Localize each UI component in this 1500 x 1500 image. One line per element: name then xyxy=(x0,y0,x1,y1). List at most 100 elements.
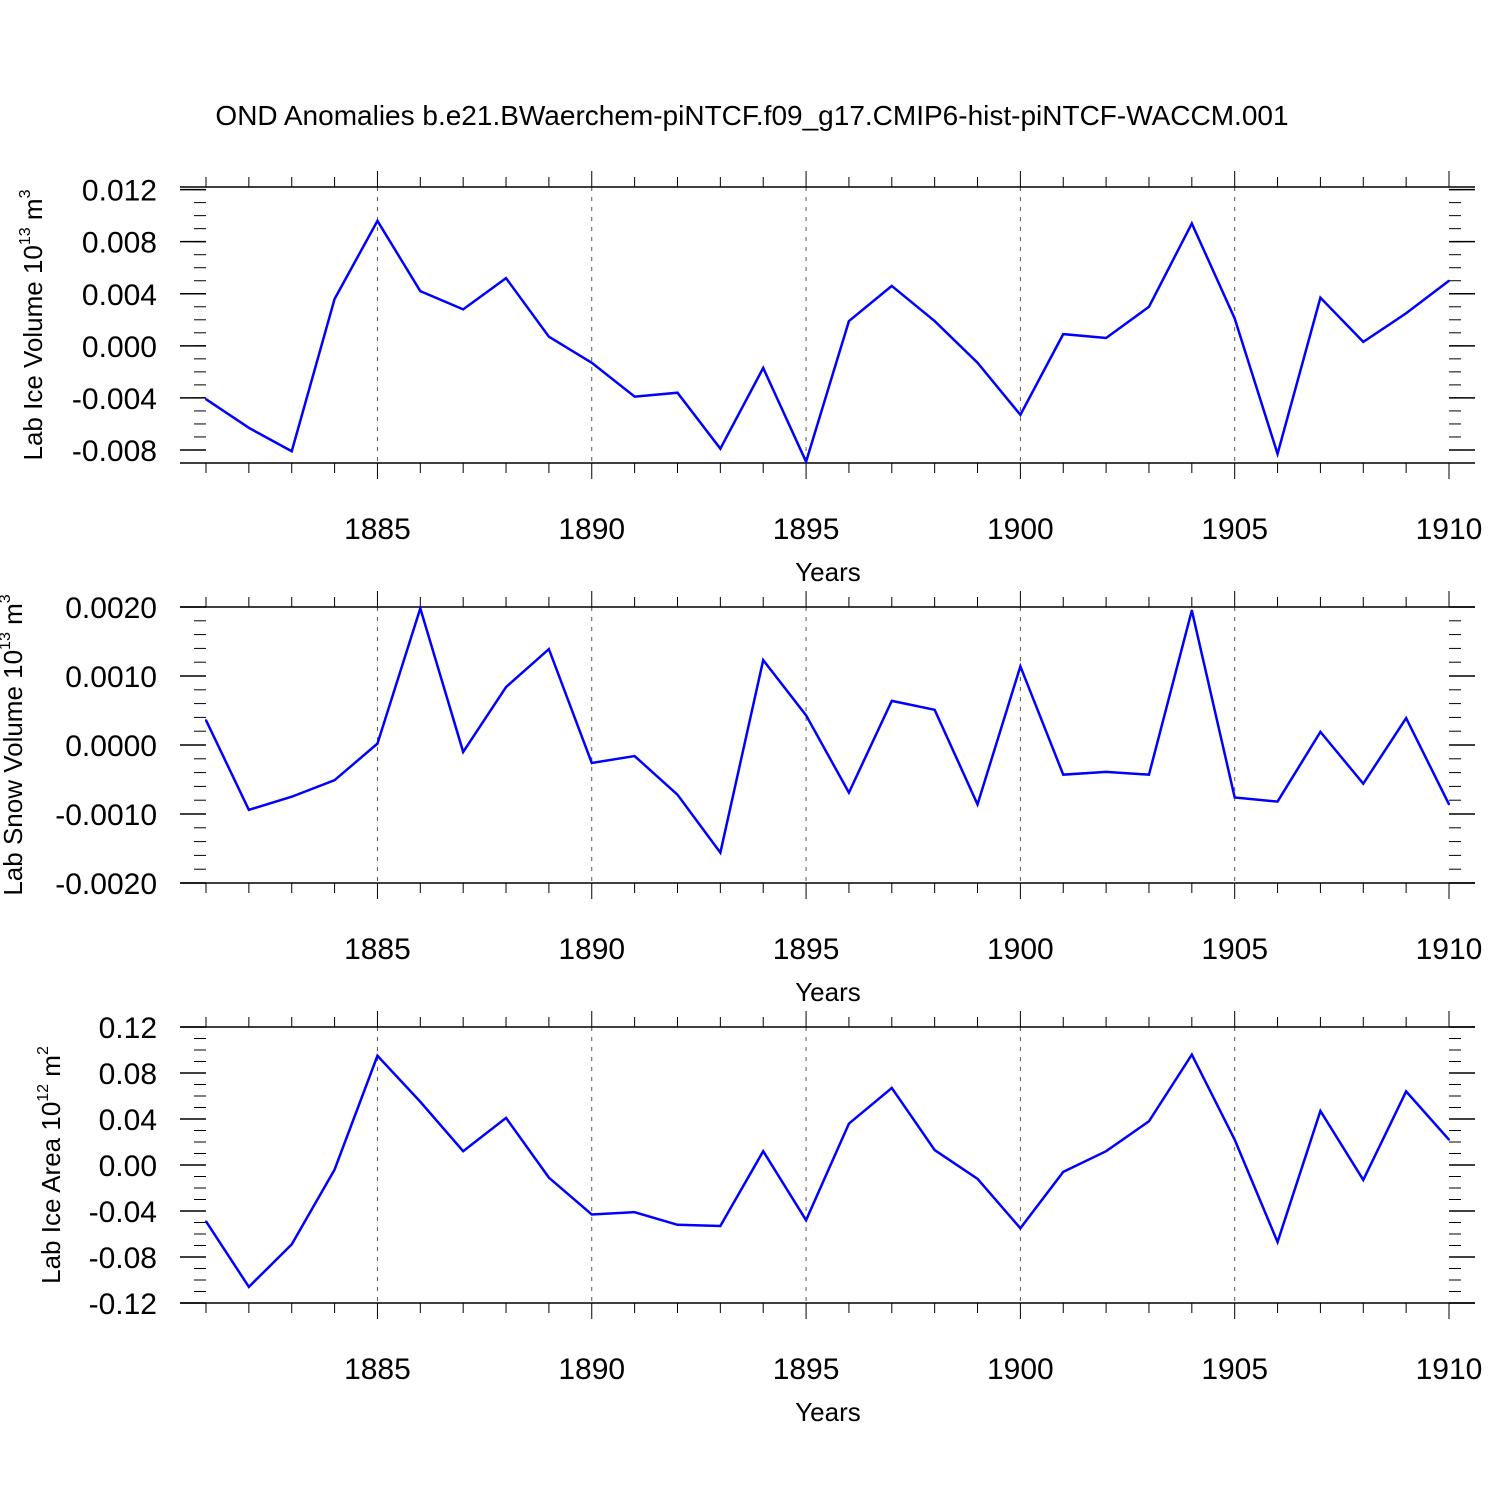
data-point xyxy=(1276,800,1279,803)
series-line xyxy=(205,218,1450,466)
data-point xyxy=(376,1054,379,1057)
y-axis-label-text: m xyxy=(18,198,48,227)
y-tick-label: 0.0020 xyxy=(65,592,157,625)
data-point xyxy=(1147,1120,1150,1123)
y-axis-label-text: Lab Snow Volume 10 xyxy=(0,650,28,896)
data-point xyxy=(462,308,465,311)
data-point xyxy=(633,1211,636,1214)
x-tick-label: 1910 xyxy=(1416,513,1483,546)
data-point xyxy=(1105,1150,1108,1153)
y-tick-label: -0.08 xyxy=(89,1242,157,1275)
data-point xyxy=(590,1213,593,1216)
data-point xyxy=(290,795,293,798)
data-point xyxy=(762,659,765,662)
data-point xyxy=(1362,340,1365,343)
y-axis-label: Lab Snow Volume 1013 m3 xyxy=(0,594,28,895)
y-tick-label: 0.008 xyxy=(82,227,157,260)
data-point xyxy=(933,1149,936,1152)
data-point xyxy=(890,284,893,287)
data-point xyxy=(805,1219,808,1222)
y-axis-label: Lab Ice Area 1012 m2 xyxy=(35,1046,66,1284)
y-tick-label: -0.04 xyxy=(89,1196,157,1229)
data-point xyxy=(676,1223,679,1226)
y-axis-label-superscript: 3 xyxy=(17,189,34,198)
y-tick-label: -0.008 xyxy=(72,435,157,468)
data-point xyxy=(419,290,422,293)
data-point xyxy=(590,361,593,364)
y-axis-label-text: Lab Ice Area 10 xyxy=(36,1102,66,1284)
data-point xyxy=(376,219,379,222)
panel-snow-volume: 1885 1890 1895 1900 1905 1910 Years 0.0020 0.001… xyxy=(0,591,1482,1007)
data-point xyxy=(290,450,293,453)
data-point xyxy=(1019,665,1022,668)
data-point xyxy=(805,460,808,463)
data-point xyxy=(1233,1138,1236,1141)
data-point xyxy=(462,1150,465,1153)
data-point xyxy=(1319,730,1322,733)
y-axis-label-superscript: 12 xyxy=(35,1084,52,1102)
panel-ice-area: 1885 1890 1895 1900 1905 1910 Years 0.12 0.08 0.0… xyxy=(35,1011,1482,1427)
data-point xyxy=(1105,770,1108,773)
data-point xyxy=(376,742,379,745)
data-point xyxy=(1062,773,1065,776)
data-point xyxy=(1190,609,1193,612)
data-point xyxy=(1362,782,1365,785)
y-tick-label: 0.0010 xyxy=(65,661,157,694)
data-point xyxy=(1405,1090,1408,1093)
data-point xyxy=(1276,452,1279,455)
data-point xyxy=(1147,305,1150,308)
data-point xyxy=(633,395,636,398)
y-tick-label: 0.12 xyxy=(99,1012,157,1045)
y-tick-label: 0.0000 xyxy=(65,730,157,763)
y-tick-label: 0.000 xyxy=(82,331,157,364)
data-point xyxy=(1190,1053,1193,1056)
x-tick-label: 1910 xyxy=(1416,933,1483,966)
x-axis-label: Years xyxy=(795,1397,861,1427)
y-axis-label-text: m xyxy=(0,603,28,632)
data-point xyxy=(247,426,250,429)
data-point xyxy=(805,714,808,717)
data-point xyxy=(1190,222,1193,225)
data-point xyxy=(1019,1227,1022,1230)
x-tick-label: 1885 xyxy=(344,933,411,966)
x-tick-label: 1900 xyxy=(987,1353,1054,1386)
data-point xyxy=(633,755,636,758)
data-point xyxy=(547,1176,550,1179)
data-point xyxy=(847,791,850,794)
data-point xyxy=(890,699,893,702)
data-point xyxy=(1147,773,1150,776)
data-point xyxy=(1362,1178,1365,1181)
y-tick-label: 0.004 xyxy=(82,279,157,312)
x-tick-label: 1895 xyxy=(773,933,840,966)
data-point xyxy=(976,803,979,806)
data-point xyxy=(1448,1138,1450,1141)
data-point xyxy=(462,750,465,753)
y-axis-label-superscript: 13 xyxy=(0,632,14,650)
data-point xyxy=(719,447,722,450)
data-point xyxy=(247,1285,250,1288)
data-point xyxy=(719,851,722,854)
data-point xyxy=(333,1168,336,1171)
data-point xyxy=(933,320,936,323)
data-point xyxy=(976,1177,979,1180)
x-axis-label: Years xyxy=(795,557,861,587)
data-point xyxy=(205,1220,207,1223)
data-point xyxy=(333,779,336,782)
data-point xyxy=(1405,312,1408,315)
x-tick-label: 1895 xyxy=(773,1353,840,1386)
data-point xyxy=(1105,337,1108,340)
data-point xyxy=(676,391,679,394)
data-point xyxy=(976,361,979,364)
x-tick-label: 1890 xyxy=(558,513,625,546)
data-point xyxy=(762,1150,765,1153)
data-point xyxy=(505,1116,508,1119)
data-point xyxy=(676,793,679,796)
data-point xyxy=(419,607,422,610)
x-tick-label: 1910 xyxy=(1416,1353,1483,1386)
data-point xyxy=(933,708,936,711)
data-point xyxy=(1448,803,1450,806)
data-point xyxy=(1019,413,1022,416)
x-tick-label: 1895 xyxy=(773,513,840,546)
data-point xyxy=(847,320,850,323)
